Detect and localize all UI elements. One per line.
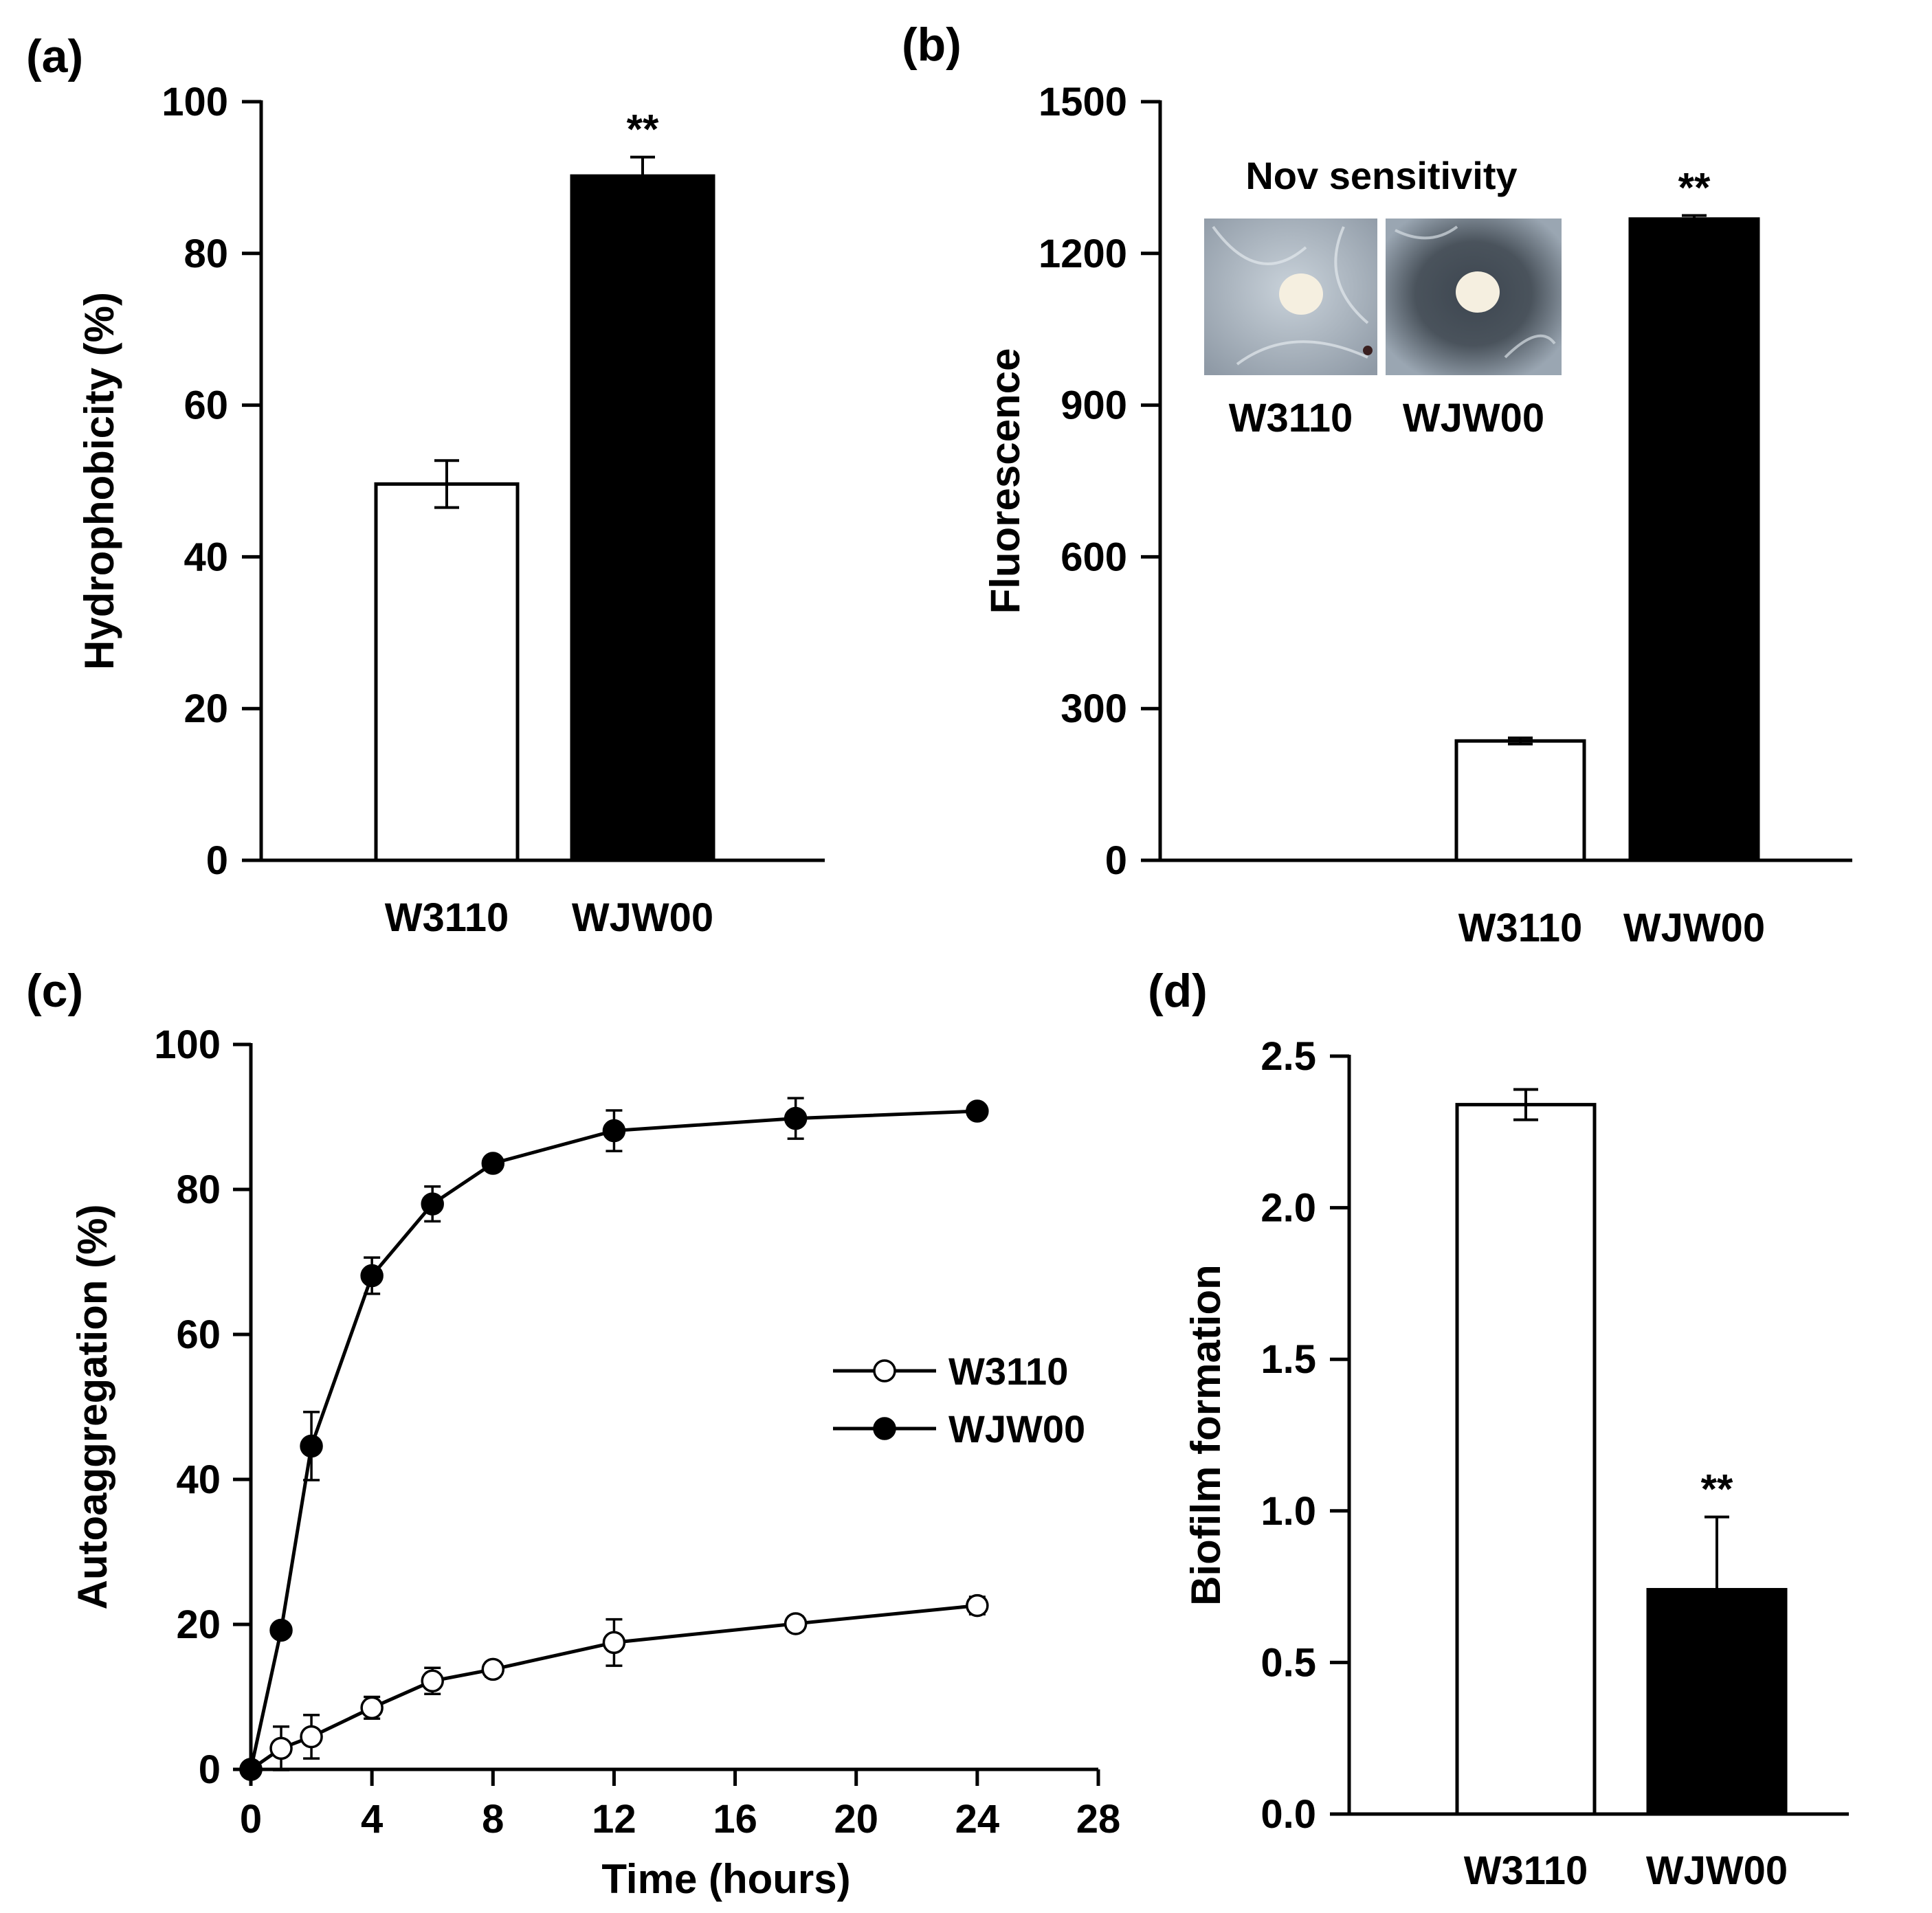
data-point (784, 1612, 808, 1635)
data-point (421, 1192, 444, 1216)
data-point (421, 1669, 444, 1693)
significance-marker: ** (1701, 1466, 1733, 1512)
y-tick-label: 80 (176, 1167, 221, 1212)
legend-marker (873, 1359, 896, 1383)
data-point (300, 1725, 323, 1749)
y-axis-title: Fluorescence (982, 348, 1028, 614)
x-tick-label: 12 (592, 1797, 636, 1842)
significance-marker: ** (627, 107, 659, 153)
y-tick-label: 300 (1061, 686, 1127, 731)
y-tick-label: 1.0 (1261, 1489, 1316, 1534)
plate-reflection (1395, 225, 1556, 359)
category-label: W3110 (385, 895, 509, 940)
data-point (360, 1696, 384, 1720)
category-label: WJW00 (1623, 906, 1765, 950)
data-point (481, 1152, 505, 1175)
panel-d-biofilm-chart: (d) 0.0 0.5 1.0 1.5 2.0 2.5 Biofilm formation W3… (1148, 965, 1849, 1893)
inset-label: WJW00 (1403, 396, 1544, 440)
series-line (249, 1109, 977, 1770)
y-tick-label: 40 (184, 535, 228, 579)
y-axis-title: Hydrophobicity (%) (76, 292, 122, 670)
x-tick-label: 20 (834, 1797, 878, 1842)
data-point (602, 1631, 626, 1655)
series-w3110 (239, 1593, 989, 1781)
bar-wjw00 (1646, 1588, 1788, 1816)
y-tick-label: 100 (154, 1022, 221, 1067)
y-tick-label: 600 (1061, 535, 1127, 579)
data-point (300, 1434, 323, 1458)
panel-b-fluorescence-chart: (b) 0 300 600 900 1200 1500 Fluorescence W3110 **… (902, 19, 1852, 950)
y-tick-label: 2.5 (1261, 1034, 1316, 1079)
y-axis-title: Autoaggregation (%) (69, 1205, 115, 1610)
y-tick-label: 0 (206, 838, 228, 883)
x-tick-label: 28 (1076, 1797, 1121, 1842)
panel-label: (d) (1148, 965, 1208, 1017)
y-tick-label: 60 (176, 1312, 221, 1357)
significance-marker: ** (1678, 165, 1711, 211)
category-label: W3110 (1458, 906, 1583, 950)
x-tick-label: 4 (361, 1797, 383, 1842)
category-label: WJW00 (1646, 1848, 1788, 1893)
data-point (239, 1758, 263, 1781)
y-tick-label: 900 (1061, 383, 1127, 428)
inset-label: W3110 (1229, 396, 1353, 440)
antibiotic-disc (1279, 273, 1323, 315)
y-tick-label: 0 (199, 1747, 221, 1792)
y-tick-label: 40 (176, 1457, 221, 1502)
x-tick-label: 24 (955, 1797, 1000, 1842)
x-axis-title: Time (hours) (601, 1856, 850, 1902)
y-tick-label: 20 (176, 1602, 221, 1647)
y-tick-label: 80 (184, 232, 228, 276)
series-wjw00 (239, 1097, 989, 1781)
y-tick-label: 1.5 (1261, 1337, 1316, 1382)
data-point (966, 1593, 989, 1618)
legend: W3110 WJW00 (833, 1350, 1085, 1451)
panel-c-autoaggregation-chart: (c) 0 20 40 60 80 100 0 4 8 12 16 20 24 28 Autoaggregat… (26, 965, 1120, 1902)
plate-speck (1363, 346, 1373, 355)
data-point (481, 1657, 505, 1681)
bar-wjw00 (570, 174, 715, 862)
legend-label: WJW00 (948, 1407, 1085, 1451)
data-point (602, 1119, 626, 1143)
panel-label: (c) (26, 965, 83, 1017)
category-label: W3110 (1464, 1848, 1588, 1893)
legend-marker (873, 1417, 896, 1440)
data-point (269, 1736, 293, 1760)
inset-title: Nov sensitivity (1245, 154, 1517, 197)
bar-w3110 (1455, 1103, 1597, 1816)
bar-wjw00 (1628, 217, 1760, 862)
plate-reflection (1212, 225, 1369, 366)
data-point (360, 1264, 384, 1288)
x-tick-label: 8 (482, 1797, 504, 1842)
y-tick-label: 0.5 (1261, 1640, 1316, 1685)
bar-w3110 (1454, 739, 1586, 862)
y-tick-label: 0.0 (1261, 1792, 1316, 1837)
y-tick-label: 20 (184, 686, 228, 731)
y-tick-label: 60 (184, 383, 228, 428)
x-tick-label: 16 (713, 1797, 757, 1842)
panel-label: (b) (902, 19, 962, 71)
x-tick-label: 0 (240, 1797, 262, 1842)
antibiotic-disc (1456, 271, 1500, 313)
y-tick-label: 100 (162, 80, 228, 124)
data-point (269, 1618, 293, 1642)
bar-w3110 (374, 482, 520, 862)
panel-label: (a) (26, 30, 83, 82)
data-point (784, 1106, 808, 1130)
panel-a-hydrophobicity-chart: (a) 0 20 40 60 80 100 Hydrophobicity (%) W3110 **… (26, 30, 825, 940)
y-tick-label: 1200 (1039, 232, 1127, 276)
data-point (966, 1099, 989, 1123)
y-axis-title: Biofilm formation (1183, 1264, 1229, 1606)
y-tick-label: 1500 (1039, 80, 1127, 124)
y-tick-label: 2.0 (1261, 1186, 1316, 1231)
y-tick-label: 0 (1105, 838, 1127, 883)
category-label: WJW00 (572, 895, 713, 940)
legend-label: W3110 (948, 1350, 1068, 1393)
